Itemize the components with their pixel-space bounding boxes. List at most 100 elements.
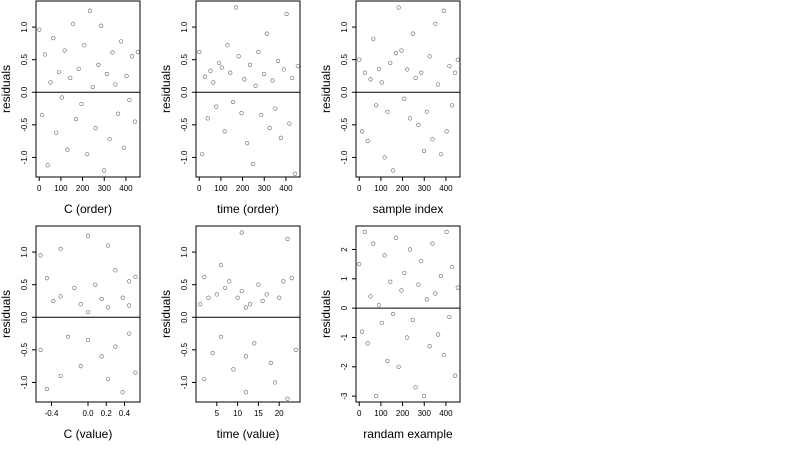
data-point	[51, 36, 56, 41]
data-point	[276, 58, 281, 64]
y-tick-label: 0.0	[20, 86, 29, 98]
data-point	[450, 103, 455, 108]
data-point	[121, 145, 126, 150]
data-point	[227, 279, 232, 284]
data-point	[368, 77, 373, 82]
y-tick-label: 2	[340, 247, 349, 252]
data-point	[424, 109, 429, 114]
y-tick-label: -0.5	[180, 117, 189, 131]
data-point	[433, 291, 438, 296]
data-point	[118, 39, 124, 44]
data-point	[424, 297, 429, 302]
data-point	[277, 295, 282, 300]
data-point	[399, 288, 404, 293]
scatter-panel: 0 100 200 300 400 -1.0 -0.5 0.0 0.5 1.0 sample ind…	[319, 0, 461, 216]
data-point	[231, 367, 236, 372]
y-tick-label: -0.5	[180, 342, 189, 356]
data-point	[72, 285, 77, 291]
data-point	[225, 43, 230, 48]
data-point	[273, 106, 278, 111]
x-tick-label: 0	[357, 184, 362, 193]
data-point	[284, 11, 289, 17]
data-point	[62, 48, 67, 53]
data-point	[205, 116, 210, 121]
y-axis-title: residuals	[159, 65, 173, 113]
data-point	[399, 48, 404, 53]
data-point	[293, 347, 298, 352]
data-point	[388, 279, 393, 284]
data-point	[58, 294, 63, 299]
data-point	[78, 302, 83, 307]
data-point	[38, 253, 43, 258]
data-point	[99, 296, 104, 302]
y-axis-title: residuals	[0, 290, 13, 338]
data-point	[447, 314, 452, 320]
data-point	[58, 373, 63, 379]
data-point	[455, 57, 460, 62]
data-point	[236, 54, 241, 59]
y-tick-label: 0.0	[180, 311, 189, 323]
data-point	[107, 137, 112, 142]
data-point	[289, 276, 294, 281]
data-point	[416, 122, 421, 127]
data-point	[416, 282, 421, 287]
data-point	[390, 311, 396, 317]
data-point	[223, 285, 228, 291]
data-point	[385, 358, 390, 364]
data-point	[247, 302, 253, 307]
x-tick-label: 0	[197, 184, 202, 193]
data-point	[430, 241, 435, 246]
y-tick-label: 1.0	[20, 21, 29, 33]
data-point	[216, 60, 222, 66]
data-point	[222, 129, 227, 134]
data-point	[59, 95, 64, 100]
data-point	[202, 74, 207, 79]
data-point	[54, 130, 59, 135]
y-tick-label: 0.5	[180, 279, 189, 291]
data-point	[120, 295, 125, 300]
data-point	[101, 168, 107, 173]
data-point	[210, 351, 215, 356]
data-point	[413, 75, 418, 81]
data-point	[202, 377, 207, 382]
data-point	[371, 241, 376, 246]
data-point	[452, 373, 458, 378]
data-point	[444, 229, 449, 234]
y-tick-label: 0	[340, 305, 349, 310]
x-tick-label: 400	[439, 184, 453, 193]
data-point	[48, 80, 53, 85]
data-point	[410, 31, 415, 36]
data-point	[285, 396, 290, 401]
y-tick-label: 0.5	[20, 54, 29, 66]
data-point	[126, 279, 132, 284]
y-tick-label: -1.0	[340, 150, 349, 164]
data-point	[438, 273, 444, 278]
y-axis-title: residuals	[0, 65, 13, 113]
data-point	[405, 335, 410, 340]
data-point	[96, 62, 101, 67]
data-point	[124, 73, 129, 79]
x-tick-label: 10	[233, 409, 242, 418]
x-tick-label: 100	[214, 184, 228, 193]
data-point	[68, 75, 73, 81]
data-point	[281, 67, 286, 72]
x-tick-label: 300	[98, 184, 112, 193]
x-tick-label: 200	[236, 184, 250, 193]
data-point	[214, 104, 219, 109]
data-point	[419, 70, 424, 75]
data-point	[270, 78, 275, 83]
data-point	[79, 101, 84, 107]
data-point	[419, 259, 424, 264]
data-point	[290, 75, 295, 81]
data-point	[436, 332, 441, 337]
data-point	[287, 121, 292, 126]
data-point	[130, 54, 135, 59]
data-point	[376, 66, 382, 71]
y-tick-label: 1.0	[180, 246, 189, 258]
data-point	[427, 54, 432, 59]
data-point	[51, 298, 56, 304]
data-point	[436, 82, 441, 87]
x-tick-label: 400	[119, 184, 133, 193]
